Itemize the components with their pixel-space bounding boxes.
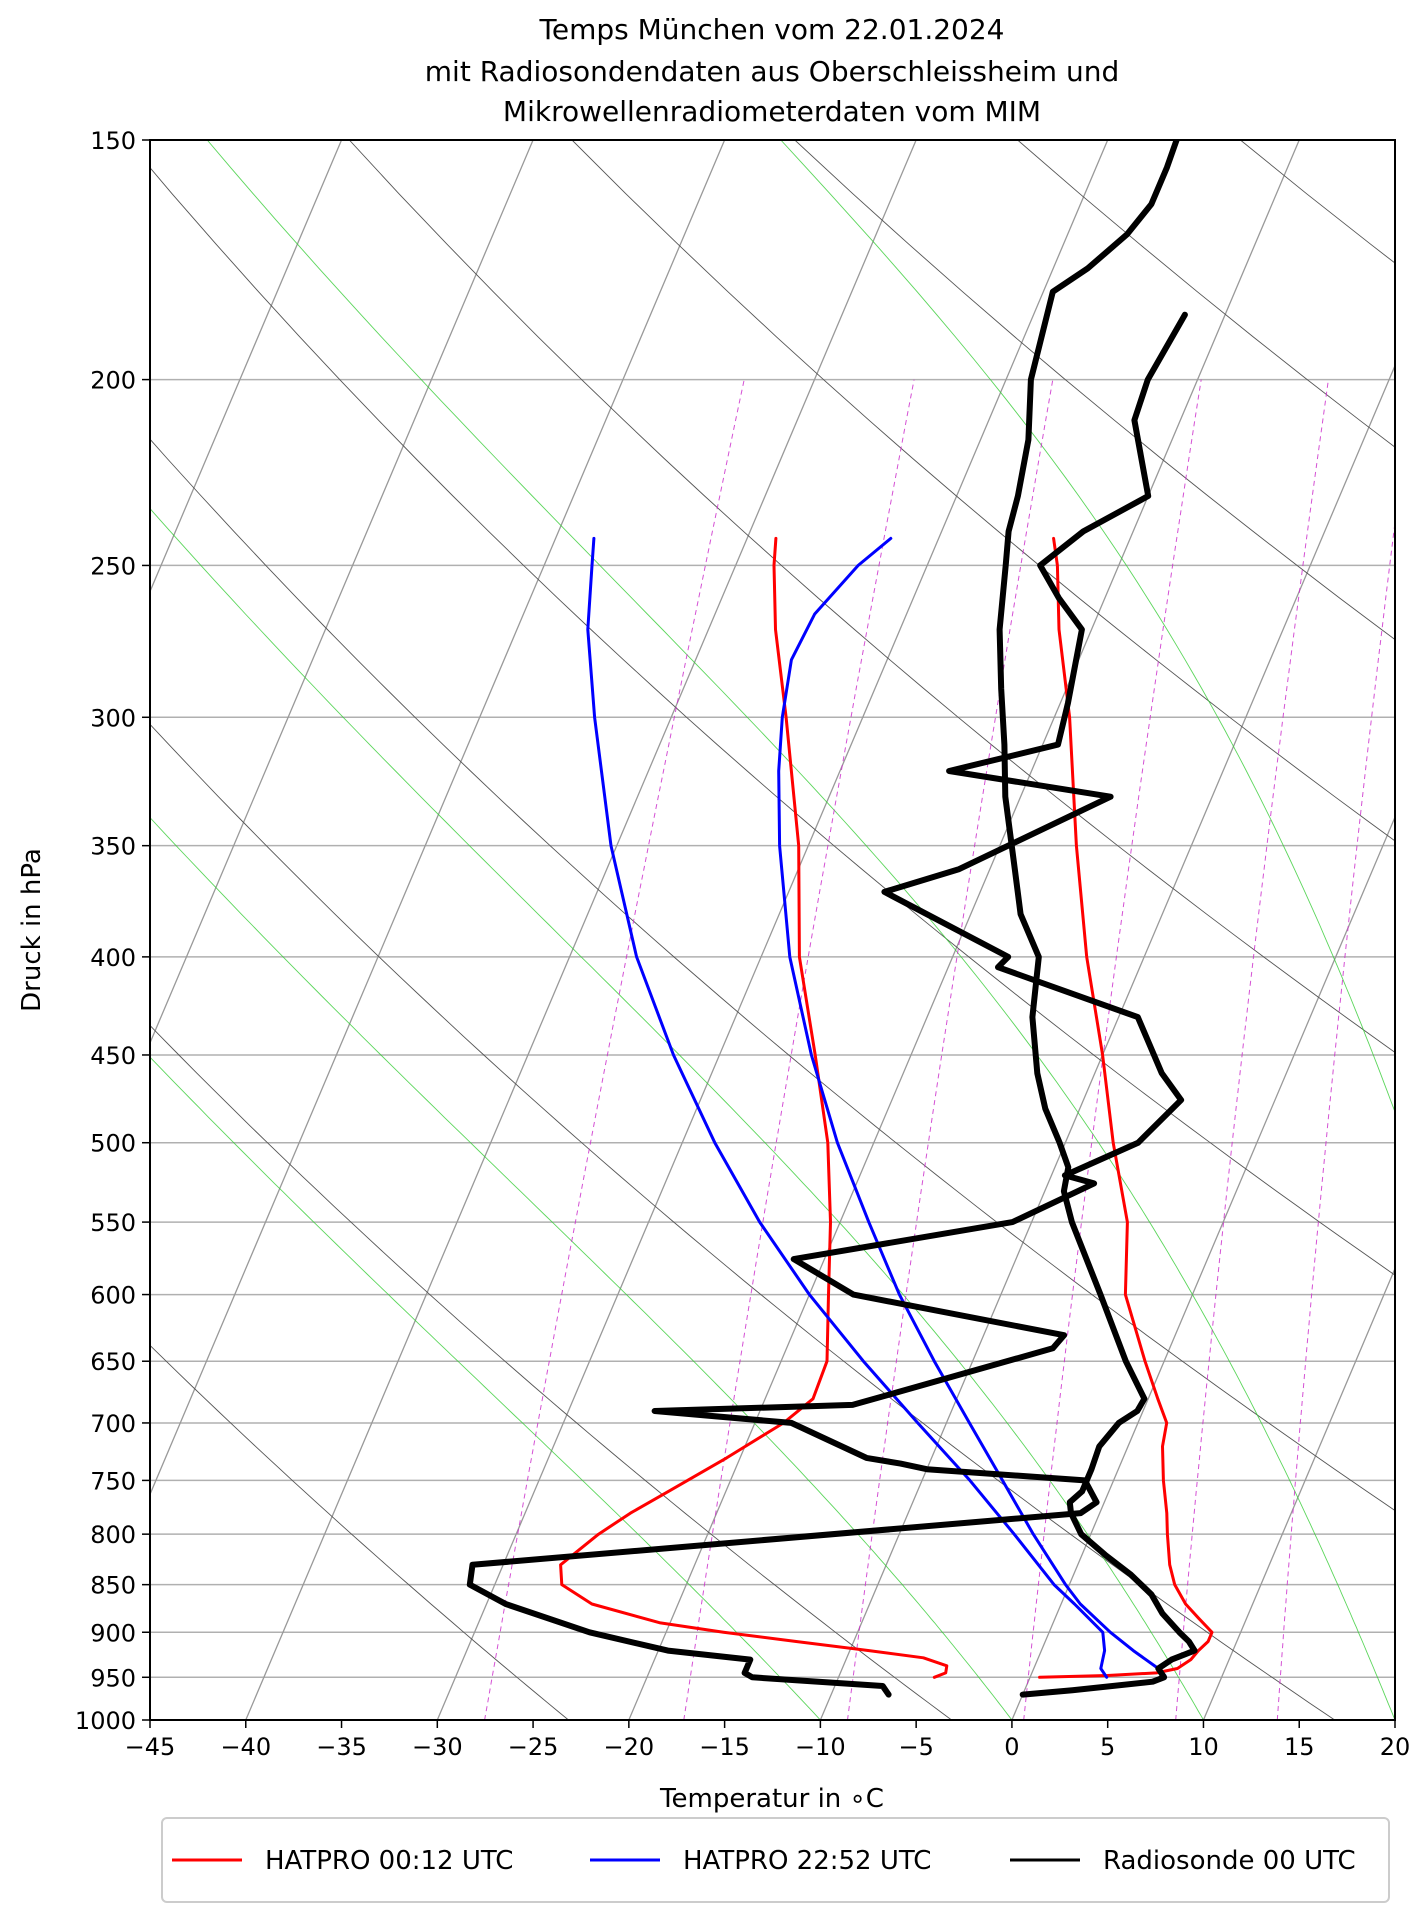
x-tick-label: −5 (898, 1733, 933, 1761)
isotherm (150, 140, 726, 1496)
legend-box (161, 1817, 1390, 1903)
y-tick-label: 300 (90, 704, 136, 732)
dry-adiabat (348, 140, 1395, 1053)
y-tick-label: 500 (90, 1130, 136, 1158)
x-tick-label: −10 (795, 1733, 846, 1761)
x-tick-label: 0 (1004, 1733, 1019, 1761)
y-tick-label: 700 (90, 1410, 136, 1438)
x-tick-label: −20 (604, 1733, 655, 1761)
y-tick-label: 400 (90, 944, 136, 972)
title-line-2: mit Radiosondendaten aus Oberschleisshei… (425, 55, 1119, 88)
mixing-ratio-line (1276, 518, 1395, 1720)
title-line-3: Mikrowellenradiometerdaten vom MIM (503, 95, 1041, 128)
radiosonde-00-utc-temperature-line (996, 140, 1198, 1698)
mixing-ratio-line (1175, 379, 1329, 1720)
moist-adiabat (206, 140, 1395, 1720)
moist-adiabat (780, 140, 1395, 1114)
dry-adiabat (150, 1344, 569, 1720)
y-tick-label: 750 (90, 1467, 136, 1495)
moist-adiabat (150, 816, 1013, 1720)
x-tick-label: −25 (508, 1733, 559, 1761)
isotherm (1011, 815, 1395, 1720)
y-tick-label: 950 (90, 1664, 136, 1692)
x-tick-label: −35 (316, 1733, 367, 1761)
x-axis-label: Temperatur in ∘C (659, 1784, 884, 1814)
y-tick-label: 200 (90, 367, 136, 395)
isotherm (819, 364, 1395, 1720)
x-tick-label: −45 (125, 1733, 176, 1761)
isotherm (150, 140, 343, 594)
y-tick-label: 850 (90, 1572, 136, 1600)
x-tick-label: −30 (412, 1733, 463, 1761)
hatpro-00-12-utc-temperature-line (1038, 536, 1214, 1679)
dry-adiabat (150, 723, 1335, 1720)
legend-label-hatpro-2252: HATPRO 22:52 UTC (683, 1846, 931, 1876)
legend: HATPRO 00:12 UTC HATPRO 22:52 UTC Radios… (161, 1817, 1390, 1903)
y-tick-label: 600 (90, 1282, 136, 1310)
y-tick-label: 1000 (75, 1707, 136, 1735)
moist-adiabat (150, 507, 1204, 1720)
y-axis-label: Druck in hPa (17, 848, 47, 1012)
y-axis-ticks: 1000 950 900 850 800 750 700 650 600 550 500 450 400… (75, 127, 150, 1735)
x-axis-ticks: −45 −40 −35 −30 −25 −20 −15 −10 −5 0 5 10 15 20 (125, 1720, 1411, 1761)
dry-adiabat (1240, 140, 1395, 264)
x-tick-label: −15 (699, 1733, 750, 1761)
moist-adiabat (150, 1056, 821, 1720)
isotherm (1202, 1266, 1395, 1720)
y-tick-label: 350 (90, 833, 136, 861)
y-tick-label: 800 (90, 1521, 136, 1549)
isotherm (150, 140, 534, 1045)
mixing-ratio-line (1023, 379, 1202, 1720)
y-tick-label: 550 (90, 1209, 136, 1237)
legend-label-hatpro-0012: HATPRO 00:12 UTC (265, 1846, 513, 1876)
x-tick-label: −40 (220, 1733, 271, 1761)
isotherm (245, 140, 917, 1720)
isotherm (1394, 1718, 1395, 1720)
y-tick-label: 450 (90, 1042, 136, 1070)
x-tick-label: 20 (1380, 1733, 1411, 1761)
dry-adiabat (150, 1024, 952, 1720)
isotherm (436, 140, 1109, 1720)
mixing-ratio-line (847, 379, 1054, 1720)
title-line-1: Temps München vom 22.01.2024 (539, 13, 1005, 46)
plot-frame (149, 139, 1396, 1721)
dry-adiabat (1017, 140, 1395, 448)
dry-adiabat (794, 140, 1395, 641)
y-tick-label: 250 (90, 552, 136, 580)
x-tick-label: 15 (1284, 1733, 1315, 1761)
legend-label-radiosonde: Radiosonde 00 UTC (1103, 1846, 1356, 1876)
y-tick-label: 150 (90, 127, 136, 155)
radiosonde-00-utc-dewpoint-line (466, 311, 1188, 1698)
y-tick-label: 900 (90, 1619, 136, 1647)
isotherm (628, 140, 1300, 1720)
hatpro-22-52-utc-dewpoint-line (586, 536, 1109, 1679)
x-tick-label: 5 (1100, 1733, 1115, 1761)
thermodynamic-background (150, 140, 1427, 1720)
x-tick-label: 10 (1188, 1733, 1219, 1761)
mixing-ratio-line (1417, 380, 1427, 1720)
chart-title: Temps München vom 22.01.2024 mit Radioso… (425, 13, 1119, 128)
mixing-ratio-line (683, 379, 915, 1720)
dry-adiabat (150, 438, 1395, 1512)
hatpro-22-52-utc-temperature-line (777, 536, 1167, 1677)
dry-adiabat (150, 167, 1395, 1276)
dry-adiabat (571, 140, 1395, 842)
hatpro-00-12-utc-dewpoint-line (559, 536, 949, 1679)
data-series (466, 140, 1214, 1698)
y-tick-label: 650 (90, 1348, 136, 1376)
